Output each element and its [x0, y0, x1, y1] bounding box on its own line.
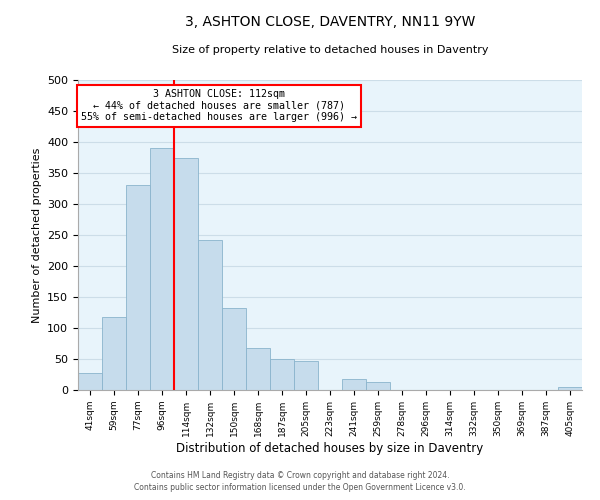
- Bar: [270, 359, 294, 390]
- Bar: [246, 348, 270, 390]
- Bar: [342, 379, 366, 390]
- Bar: [78, 374, 102, 390]
- Bar: [102, 317, 126, 390]
- Bar: [126, 186, 150, 390]
- Bar: [294, 362, 318, 390]
- Text: Size of property relative to detached houses in Daventry: Size of property relative to detached ho…: [172, 45, 488, 55]
- Text: 3, ASHTON CLOSE, DAVENTRY, NN11 9YW: 3, ASHTON CLOSE, DAVENTRY, NN11 9YW: [185, 15, 475, 29]
- Bar: [198, 240, 222, 390]
- Bar: [366, 382, 390, 390]
- Text: 3 ASHTON CLOSE: 112sqm
← 44% of detached houses are smaller (787)
55% of semi-de: 3 ASHTON CLOSE: 112sqm ← 44% of detached…: [81, 90, 357, 122]
- Bar: [150, 148, 174, 390]
- Text: Contains public sector information licensed under the Open Government Licence v3: Contains public sector information licen…: [134, 484, 466, 492]
- Text: Contains HM Land Registry data © Crown copyright and database right 2024.: Contains HM Land Registry data © Crown c…: [151, 471, 449, 480]
- Y-axis label: Number of detached properties: Number of detached properties: [32, 148, 41, 322]
- X-axis label: Distribution of detached houses by size in Daventry: Distribution of detached houses by size …: [176, 442, 484, 454]
- Bar: [558, 387, 582, 390]
- Bar: [222, 308, 246, 390]
- Bar: [174, 158, 198, 390]
